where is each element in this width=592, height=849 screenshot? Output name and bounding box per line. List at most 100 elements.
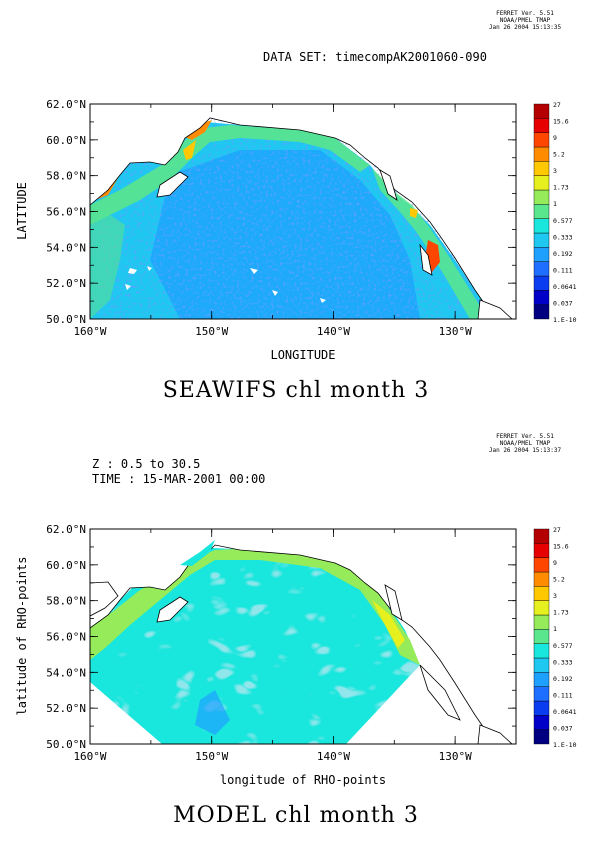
- seawifs-land-alaska: [90, 104, 516, 319]
- colorbar-swatch: [533, 686, 550, 702]
- colorbar-label: 9: [553, 559, 557, 567]
- x-tick-label: 140°W: [317, 325, 350, 338]
- y-tick-label: 50.0°N: [46, 313, 86, 326]
- colorbar-label: 27: [553, 526, 561, 534]
- colorbar-label: 1.73: [553, 609, 569, 617]
- colorbar-label: 1.E-10: [553, 316, 577, 324]
- seawifs-land-island: [419, 243, 433, 276]
- y-tick-label: 58.0°N: [46, 170, 86, 183]
- colorbar-swatch: [533, 657, 550, 673]
- colorbar-swatch: [533, 275, 550, 291]
- model-land-alaska: [90, 529, 516, 744]
- colorbar-label: 3: [553, 592, 557, 600]
- model-info: Z : 0.5 to 30.5 TIME : 15-MAR-2001 00:00: [92, 457, 265, 487]
- colorbar-swatch: [533, 218, 550, 234]
- model-land-island: [477, 724, 513, 744]
- colorbar-swatch: [533, 204, 550, 219]
- colorbar-swatch: [533, 600, 550, 616]
- colorbar-swatch: [533, 304, 550, 320]
- seawifs-coastal-band: [90, 125, 370, 225]
- y-tick-label: 60.0°N: [46, 134, 86, 147]
- top-title: SEAWIFS chl month 3: [162, 378, 430, 403]
- colorbar-swatch: [533, 290, 550, 305]
- colorbar-swatch: [533, 557, 550, 573]
- model-axes: 160°W 150°W 140°W 130°W 50.0°N 52.0°N 54.0°N 56…: [46, 523, 517, 763]
- colorbar-swatch: [533, 261, 550, 277]
- colorbar-label: 27: [553, 101, 561, 109]
- colorbar-label: 5.2: [553, 576, 565, 584]
- x-tick-label: 160°W: [73, 750, 106, 763]
- colorbar-label: 1: [553, 625, 557, 633]
- y-tick-label: 52.0°N: [46, 702, 86, 715]
- colorbar-swatch: [533, 175, 550, 191]
- colorbar-label: 0.577: [553, 642, 573, 650]
- depth-range: Z : 0.5 to 30.5: [92, 457, 201, 471]
- colorbar-label: 1.73: [553, 184, 569, 192]
- y-tick-label: 50.0°N: [46, 738, 86, 751]
- seawifs-western-band: [90, 215, 125, 319]
- x-tick-label: 130°W: [439, 325, 472, 338]
- seawifs-ylabel: LATITUDE: [15, 182, 29, 240]
- colorbar-swatch: [533, 232, 550, 248]
- x-tick-label: 160°W: [73, 325, 106, 338]
- colorbar-swatch: [533, 715, 550, 730]
- seawifs-colorbar: 1.E-10 0.037 0.0641 0.111 0.192 0.333 0.577 1 1.…: [533, 101, 577, 324]
- colorbar-label: 1: [553, 200, 557, 208]
- colorbar-swatch: [533, 629, 550, 644]
- y-tick-label: 54.0°N: [46, 666, 86, 679]
- colorbar-swatch: [533, 247, 550, 262]
- colorbar-swatch: [533, 586, 550, 601]
- model-ylabel: latitude of RHO-points: [15, 557, 29, 716]
- seawifs-bloom: [183, 140, 196, 160]
- model-land-west: [90, 581, 119, 617]
- model-swirls: [90, 548, 420, 744]
- seawifs-plot: 160°W 150°W 140°W 130°W 50.0°N 52.0°N 54.0°N 56…: [15, 98, 577, 362]
- colorbar-swatch: [533, 643, 550, 659]
- colorbar-label: 1.E-10: [553, 741, 577, 749]
- model-land-kodiak: [156, 596, 189, 623]
- colorbar-swatch: [533, 161, 550, 176]
- x-tick-label: 150°W: [195, 750, 228, 763]
- dataset-label: DATA SET: timecompAK2001060-090: [263, 50, 487, 64]
- y-tick-label: 62.0°N: [46, 98, 86, 111]
- colorbar-label: 0.192: [553, 675, 573, 683]
- model-plot: 160°W 150°W 140°W 130°W 50.0°N 52.0°N 54.0°N 56…: [15, 523, 577, 787]
- model-streak: [195, 690, 230, 735]
- colorbar-swatch: [533, 700, 550, 716]
- seawifs-missing: [125, 266, 326, 303]
- colorbar-label: 0.111: [553, 266, 573, 274]
- y-tick-label: 60.0°N: [46, 559, 86, 572]
- colorbar-label: 0.333: [553, 658, 573, 666]
- model-bloom-inlet: [180, 540, 215, 566]
- colorbar-label: 9: [553, 134, 557, 142]
- colorbar-swatch: [533, 528, 550, 544]
- colorbar-swatch: [533, 571, 550, 587]
- x-tick-label: 140°W: [317, 750, 350, 763]
- colorbar-swatch: [533, 543, 550, 558]
- bottom-title: MODEL chl month 3: [173, 803, 419, 828]
- bottom-header: FERRET Ver. 5.51 NOAA/PMEL TMAP Jan 26 2…: [470, 433, 580, 454]
- colorbar-label: 3: [553, 167, 557, 175]
- y-tick-label: 56.0°N: [46, 631, 86, 644]
- model-coastal-yellow: [372, 600, 405, 648]
- colorbar-swatch: [533, 729, 550, 745]
- seawifs-land-island: [379, 169, 398, 201]
- top-header: FERRET Ver. 5.51 NOAA/PMEL TMAP Jan 26 2…: [470, 10, 580, 31]
- seawifs-xlabel: LONGITUDE: [270, 348, 335, 362]
- y-tick-label: 62.0°N: [46, 523, 86, 536]
- top-header-line: FERRET Ver. 5.51: [496, 10, 554, 17]
- colorbar-swatch: [533, 672, 550, 687]
- colorbar-swatch: [533, 614, 550, 630]
- x-tick-label: 150°W: [195, 325, 228, 338]
- y-tick-label: 52.0°N: [46, 277, 86, 290]
- top-header-line: Jan 26 2004 15:13:35: [488, 24, 562, 31]
- colorbar-label: 5.2: [553, 151, 565, 159]
- model-land-island: [419, 664, 461, 721]
- colorbar-label: 0.037: [553, 299, 573, 307]
- colorbar-label: 15.6: [553, 118, 569, 126]
- bottom-header-line: Jan 26 2004 15:13:37: [488, 447, 562, 454]
- colorbar-swatch: [533, 146, 550, 162]
- y-tick-label: 54.0°N: [46, 241, 86, 254]
- top-header-line: NOAA/PMEL TMAP: [499, 17, 551, 24]
